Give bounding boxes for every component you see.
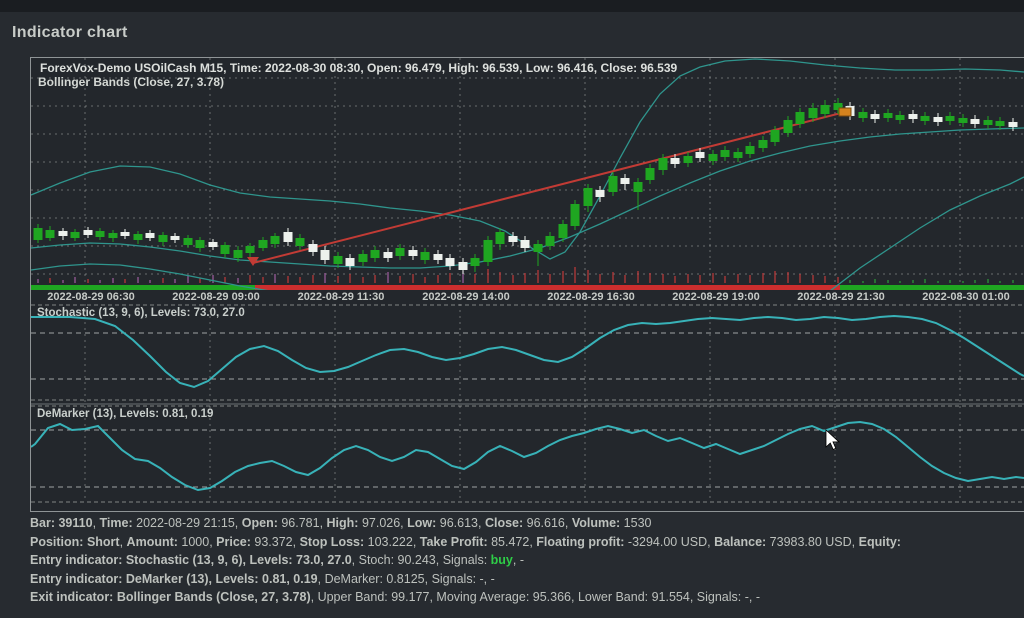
window-top-strip	[0, 0, 1024, 12]
x-axis-label: 2022-08-29 11:30	[297, 291, 385, 303]
x-axis-label: 2022-08-29 14:00	[422, 291, 510, 303]
x-axis-label: 2022-08-29 09:00	[172, 291, 260, 303]
x-axis-label: 2022-08-29 19:00	[672, 291, 760, 303]
x-axis-label: 2022-08-30 01:00	[922, 291, 1010, 303]
bar-info-line: Bar: 39110, Time: 2022-08-29 21:15, Open…	[30, 516, 652, 530]
indicator-chart-canvas[interactable]	[30, 57, 1024, 512]
stochastic-label: Stochastic (13, 9, 6), Levels: 73.0, 27.…	[37, 307, 245, 319]
entry-demarker-line: Entry indicator: DeMarker (13), Levels: …	[30, 571, 495, 586]
demarker-label: DeMarker (13), Levels: 0.81, 0.19	[37, 408, 214, 420]
entry-stochastic-line: Entry indicator: Stochastic (13, 9, 6), …	[30, 553, 524, 567]
backtest-info: Bar: 39110, Time: 2022-08-29 21:15, Open…	[30, 514, 1024, 607]
page-title: Indicator chart	[12, 24, 128, 41]
chart-symbol-header: ForexVox-Demo USOilCash M15, Time: 2022-…	[40, 61, 678, 75]
position-info-line: Position: Short, Amount: 1000, Price: 93…	[30, 534, 901, 549]
x-axis-label: 2022-08-29 21:30	[797, 291, 885, 303]
exit-bollinger-line: Exit indicator: Bollinger Bands (Close, …	[30, 590, 760, 604]
bollinger-bands-label: Bollinger Bands (Close, 27, 3.78)	[38, 75, 225, 89]
x-axis-label: 2022-08-29 06:30	[47, 291, 135, 303]
x-axis: 2022-08-29 06:30 2022-08-29 09:00 2022-08-…	[0, 291, 1024, 305]
x-axis-label: 2022-08-29 16:30	[547, 291, 635, 303]
